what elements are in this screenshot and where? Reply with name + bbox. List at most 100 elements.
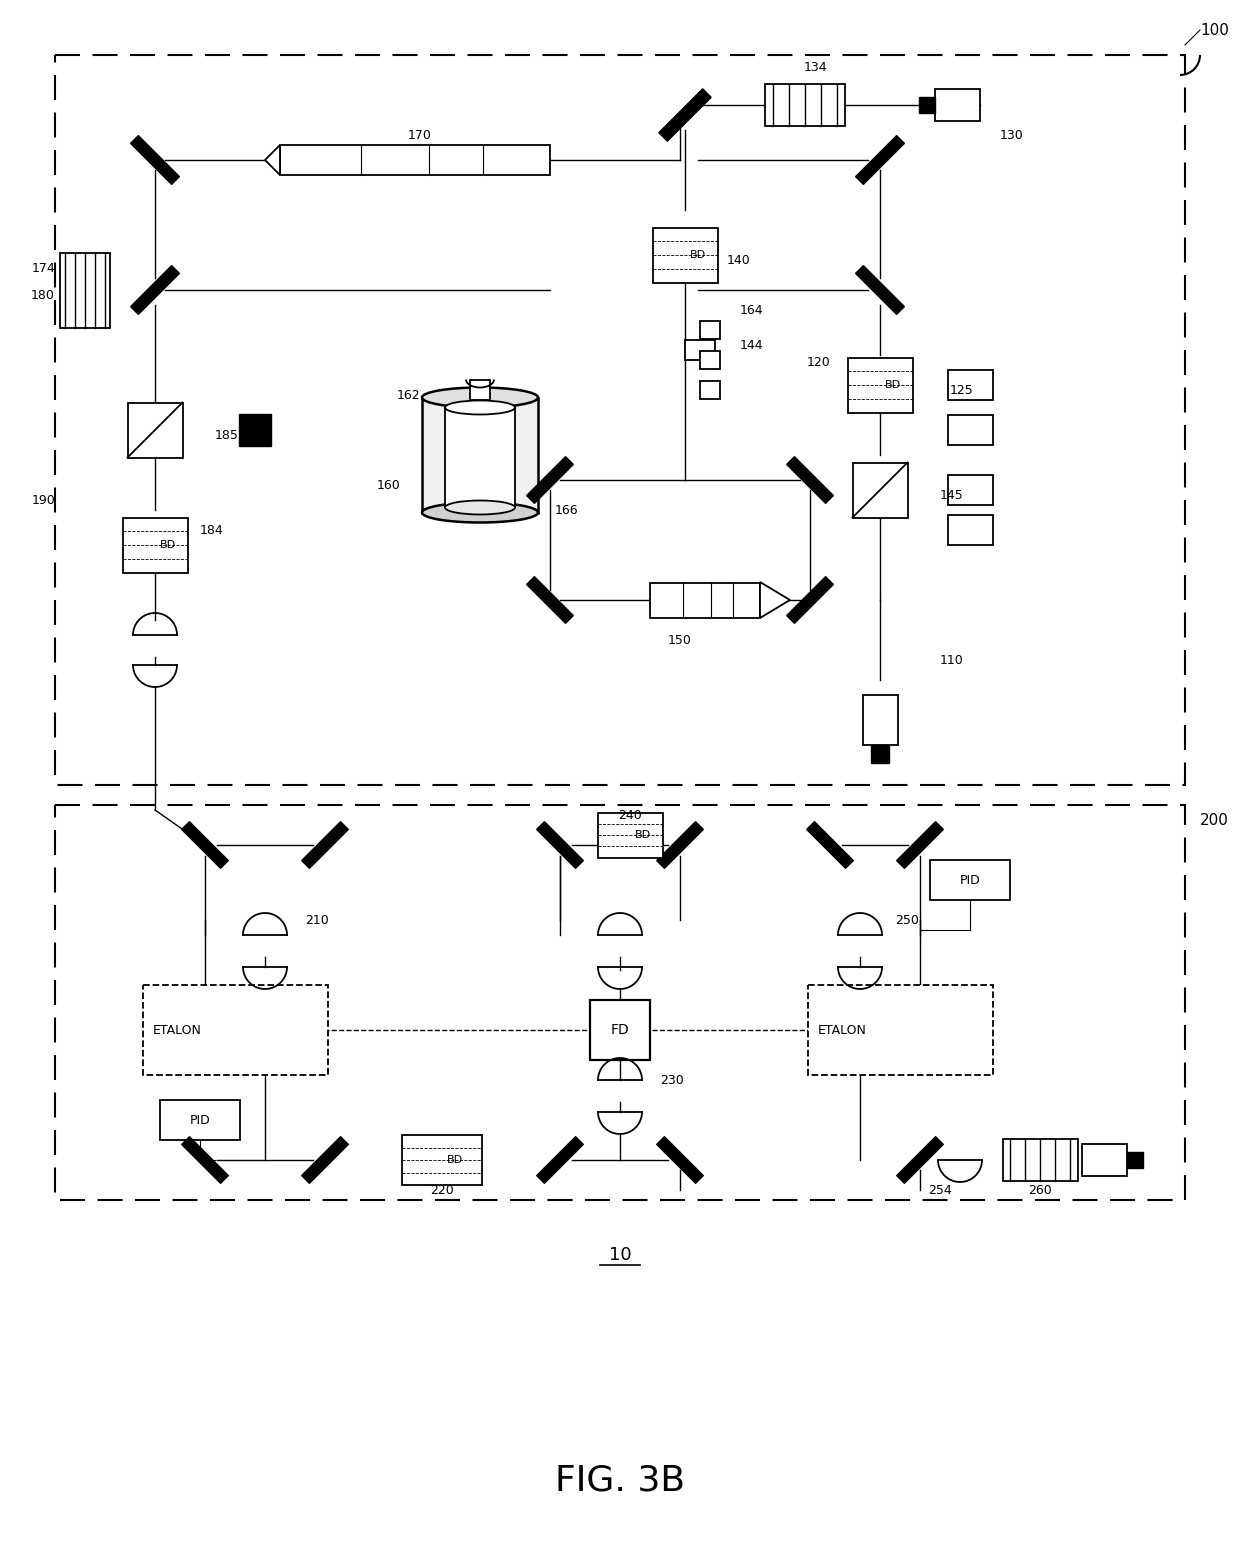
Text: 110: 110 bbox=[940, 654, 963, 667]
Bar bbox=[123, 518, 187, 573]
Text: 260: 260 bbox=[1028, 1183, 1052, 1197]
Bar bbox=[919, 97, 935, 113]
Text: 120: 120 bbox=[806, 355, 830, 368]
Bar bbox=[128, 402, 182, 457]
Polygon shape bbox=[786, 457, 833, 504]
Bar bbox=[701, 380, 720, 399]
Bar bbox=[143, 984, 327, 1075]
Bar bbox=[60, 252, 110, 327]
Bar bbox=[947, 515, 992, 545]
Text: 145: 145 bbox=[940, 488, 963, 501]
Polygon shape bbox=[650, 582, 760, 618]
Ellipse shape bbox=[422, 388, 538, 407]
Text: ETALON: ETALON bbox=[153, 1024, 201, 1036]
Polygon shape bbox=[897, 1136, 944, 1183]
Text: 144: 144 bbox=[740, 338, 764, 352]
Text: 140: 140 bbox=[727, 254, 750, 266]
Text: 164: 164 bbox=[740, 304, 764, 316]
Polygon shape bbox=[265, 146, 280, 175]
Text: 150: 150 bbox=[668, 634, 692, 646]
Bar bbox=[684, 340, 715, 360]
Bar bbox=[853, 463, 908, 518]
Polygon shape bbox=[537, 1136, 583, 1183]
Text: PID: PID bbox=[190, 1114, 211, 1127]
Text: 125: 125 bbox=[950, 383, 973, 396]
Bar bbox=[807, 984, 992, 1075]
Bar bbox=[701, 351, 720, 369]
Text: 185: 185 bbox=[215, 429, 239, 441]
Text: 210: 210 bbox=[305, 914, 329, 926]
Bar bbox=[402, 1135, 482, 1185]
Polygon shape bbox=[658, 89, 712, 141]
Text: 220: 220 bbox=[430, 1183, 454, 1197]
Bar bbox=[947, 369, 992, 401]
Polygon shape bbox=[130, 266, 180, 315]
Text: BD: BD bbox=[689, 250, 706, 260]
Ellipse shape bbox=[445, 401, 515, 415]
Bar bbox=[55, 55, 1185, 786]
Bar bbox=[872, 745, 889, 762]
Bar bbox=[847, 357, 913, 413]
Text: FIG. 3B: FIG. 3B bbox=[556, 1463, 684, 1498]
Text: BD: BD bbox=[160, 540, 176, 549]
Text: 10: 10 bbox=[609, 1246, 631, 1265]
Bar bbox=[1127, 1152, 1143, 1167]
Text: 180: 180 bbox=[31, 288, 55, 302]
Text: 190: 190 bbox=[31, 493, 55, 507]
Polygon shape bbox=[856, 136, 904, 185]
Polygon shape bbox=[301, 1136, 348, 1183]
Text: 184: 184 bbox=[200, 524, 223, 537]
Text: FD: FD bbox=[610, 1024, 630, 1038]
Bar bbox=[947, 476, 992, 505]
Text: 170: 170 bbox=[408, 128, 432, 141]
Polygon shape bbox=[897, 822, 944, 869]
Polygon shape bbox=[130, 136, 180, 185]
Text: 162: 162 bbox=[397, 388, 420, 402]
Bar bbox=[765, 85, 844, 127]
Text: BD: BD bbox=[635, 829, 651, 840]
Text: ETALON: ETALON bbox=[817, 1024, 867, 1036]
Bar bbox=[445, 407, 515, 507]
Text: 130: 130 bbox=[999, 128, 1024, 141]
Bar bbox=[239, 415, 272, 446]
Bar bbox=[935, 89, 980, 121]
Bar bbox=[470, 379, 490, 399]
Bar bbox=[598, 812, 662, 858]
Text: 230: 230 bbox=[660, 1074, 683, 1086]
Polygon shape bbox=[280, 146, 551, 175]
Polygon shape bbox=[182, 1136, 228, 1183]
Bar bbox=[55, 804, 1185, 1200]
Bar bbox=[947, 415, 992, 444]
Bar bbox=[1002, 1139, 1078, 1182]
Polygon shape bbox=[182, 822, 228, 869]
Text: BD: BD bbox=[885, 380, 901, 390]
Ellipse shape bbox=[422, 502, 538, 523]
Bar bbox=[1083, 1144, 1127, 1175]
Polygon shape bbox=[657, 822, 703, 869]
Text: 174: 174 bbox=[31, 261, 55, 274]
Bar bbox=[652, 227, 718, 283]
Polygon shape bbox=[657, 1136, 703, 1183]
Polygon shape bbox=[527, 576, 573, 623]
Bar bbox=[701, 321, 720, 340]
Bar bbox=[930, 861, 1011, 900]
Text: PID: PID bbox=[960, 873, 981, 886]
Text: 200: 200 bbox=[1200, 812, 1229, 828]
Text: 166: 166 bbox=[556, 504, 579, 516]
Ellipse shape bbox=[445, 501, 515, 515]
Polygon shape bbox=[301, 822, 348, 869]
Text: 100: 100 bbox=[1200, 22, 1229, 38]
Polygon shape bbox=[786, 576, 833, 623]
Polygon shape bbox=[856, 266, 904, 315]
Polygon shape bbox=[537, 822, 583, 869]
Text: 160: 160 bbox=[376, 479, 401, 491]
Bar bbox=[160, 1100, 241, 1139]
Polygon shape bbox=[527, 457, 573, 504]
Polygon shape bbox=[760, 582, 790, 618]
Bar bbox=[422, 398, 538, 512]
Text: BD: BD bbox=[446, 1155, 463, 1164]
Text: 134: 134 bbox=[804, 61, 827, 74]
Polygon shape bbox=[807, 822, 853, 869]
Bar bbox=[590, 1000, 650, 1060]
Bar bbox=[863, 695, 898, 745]
